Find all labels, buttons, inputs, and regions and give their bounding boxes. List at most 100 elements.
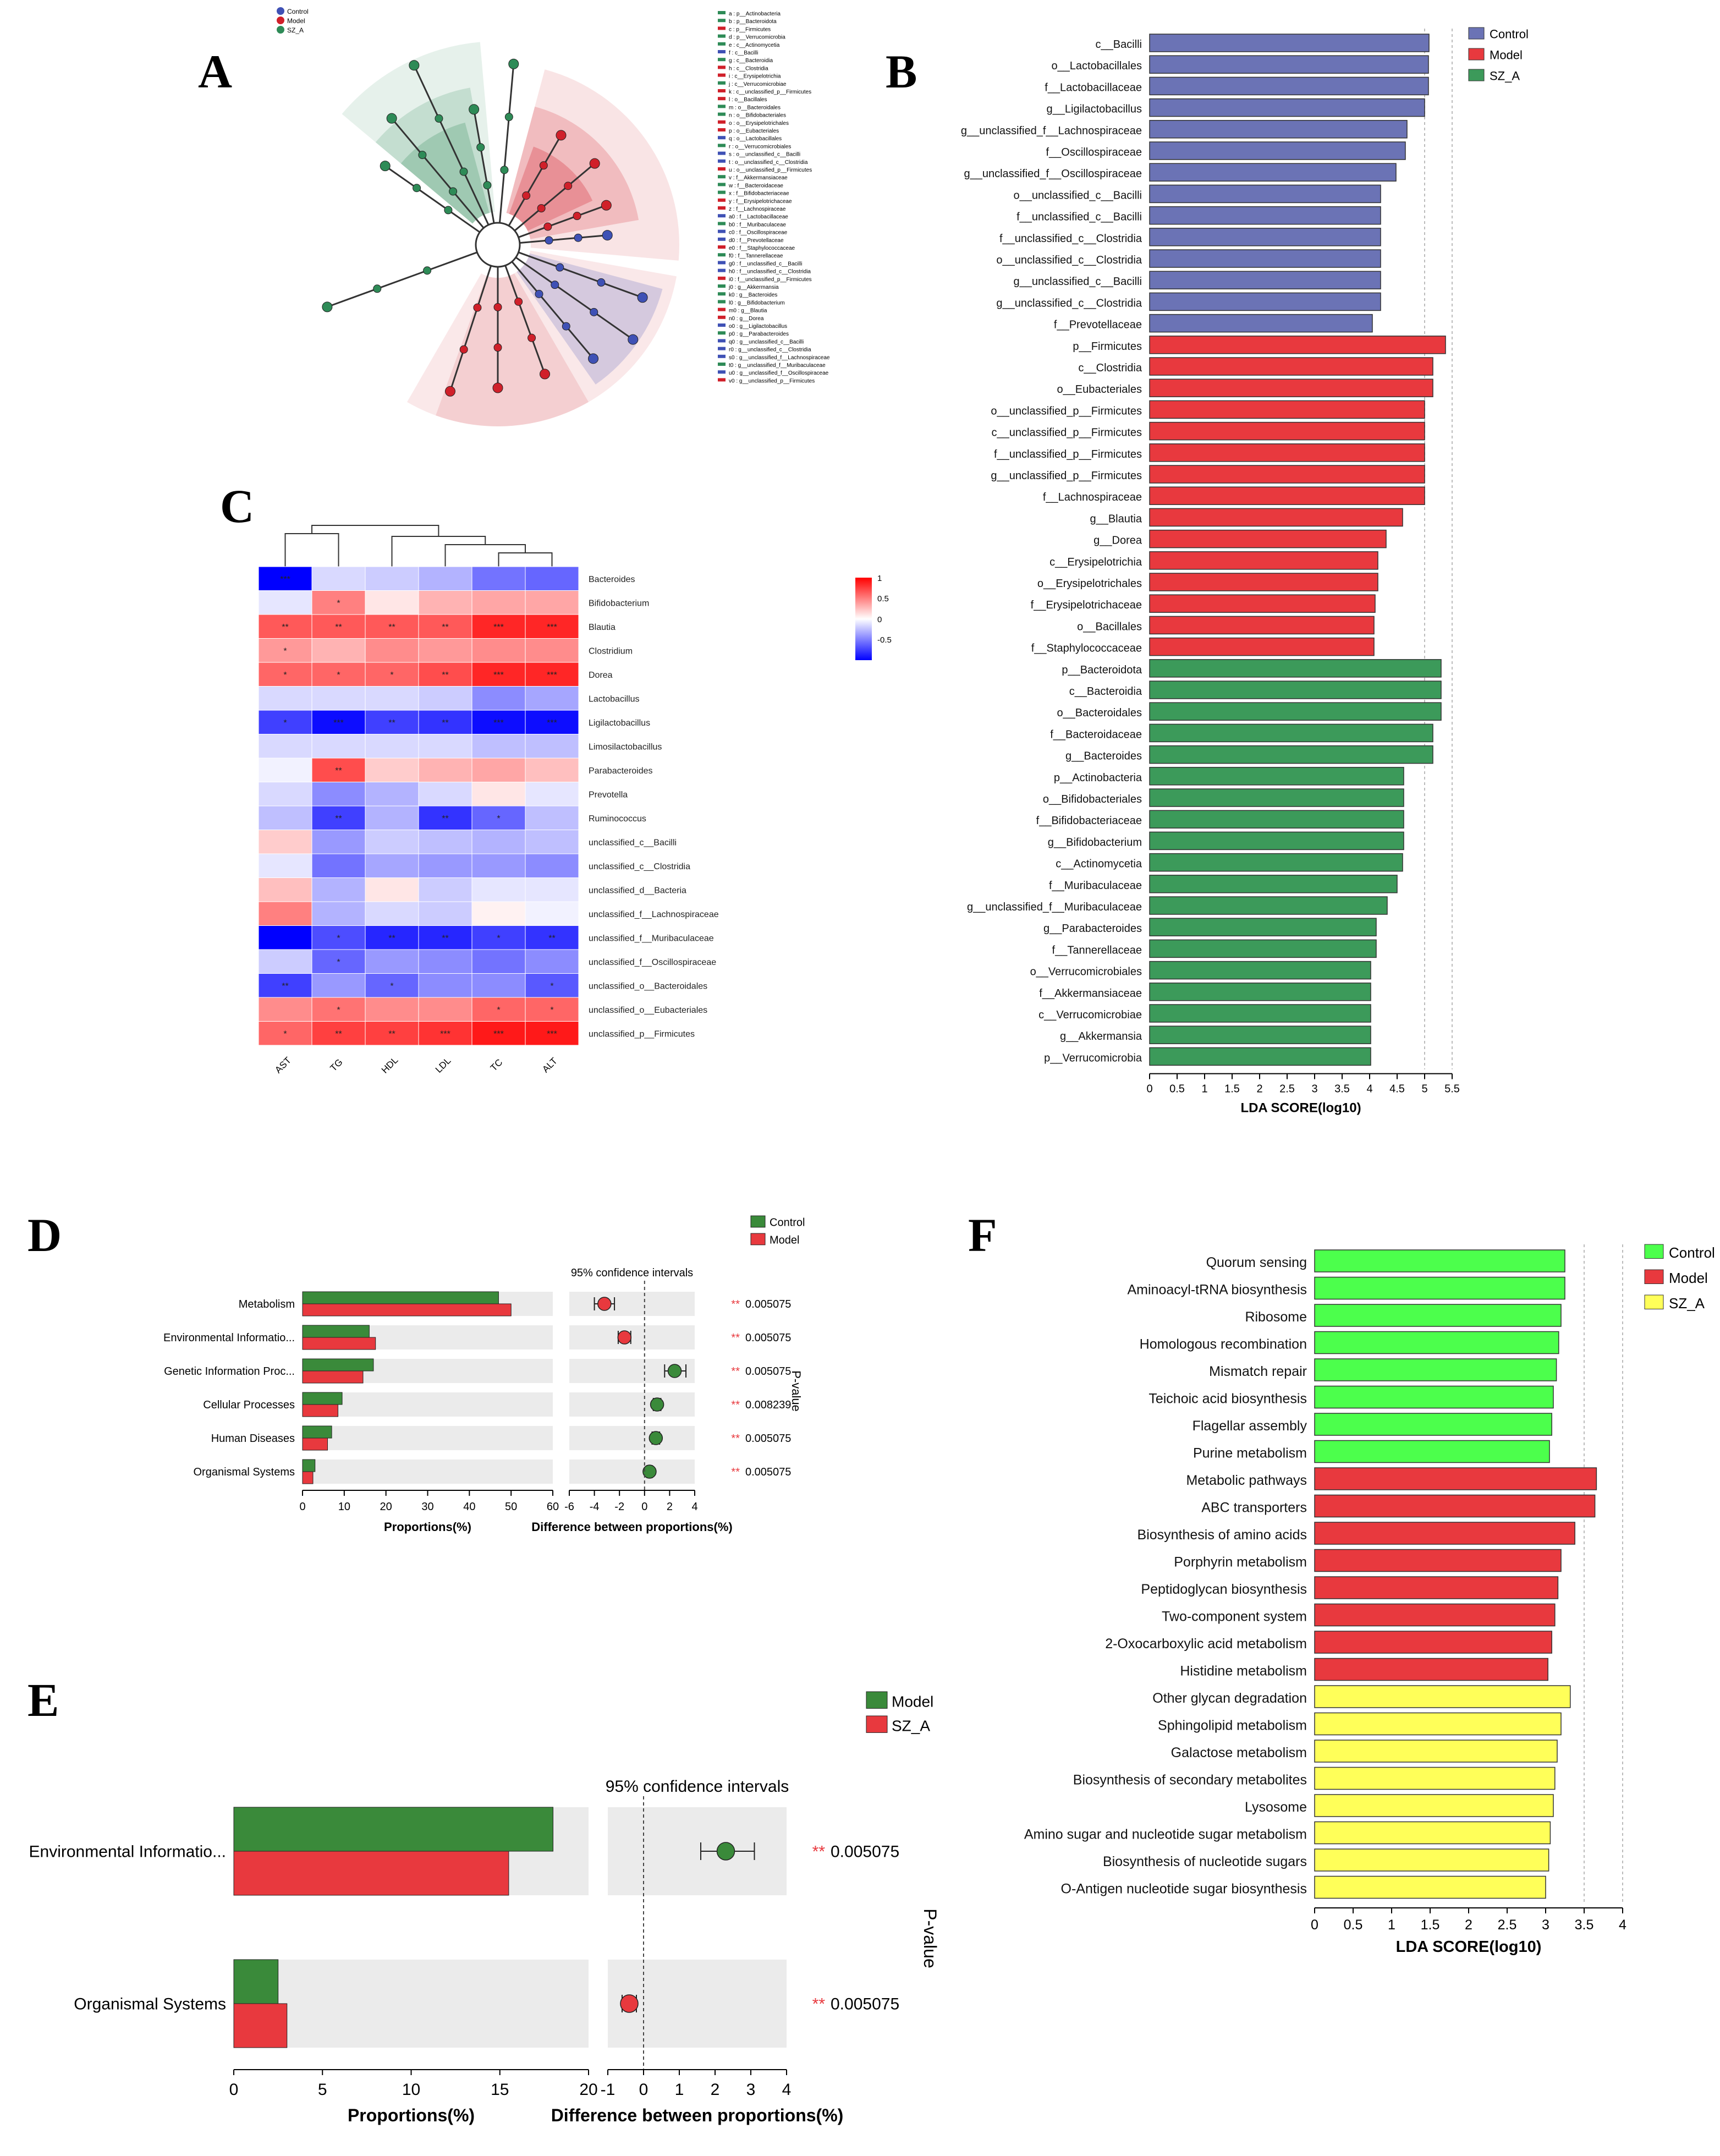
p-value-axis-title: P-value (920, 1908, 940, 1968)
heatmap-cell-blautia-ast (258, 614, 312, 639)
taxa-key-label: q0 : g__unclassified_c__Bacilli (729, 339, 804, 345)
bar-label-g-unclassified-f-oscillospiraceae: g__unclassified_f__Oscillospiraceae (964, 168, 1142, 180)
cladogram-node (444, 386, 455, 397)
taxa-key-swatch (718, 378, 726, 382)
column-label-tc: TC (488, 1057, 504, 1073)
taxa-key-label: w : f__Bacteroidaceae (728, 183, 783, 189)
x-tick-label: 0.5 (1344, 1917, 1363, 1933)
heatmap-cell-limosilactobacillus-alt (525, 734, 579, 759)
bar-label-aminoacyl-trna-biosynthesis: Aminoacyl-tRNA biosynthesis (1127, 1282, 1307, 1298)
heatmap-cell-unclassified-c-bacilli-alt (525, 830, 579, 854)
cladogram-node (522, 191, 531, 200)
bar-g-blautia (1149, 508, 1403, 527)
bar-label-c-clostridia: c__Clostridia (1078, 362, 1142, 374)
taxa-key-label: p0 : g__Parabacteroides (729, 331, 789, 337)
p-value-cellular-processes: 0.008239 (745, 1399, 791, 1411)
taxa-key-swatch (718, 175, 726, 179)
heatmap-cell-unclassified-c-clostridia-ldl (418, 853, 472, 878)
heatmap-cell-unclassified-f-oscillospiraceae-tg (311, 949, 366, 974)
cladogram-node (459, 167, 468, 176)
x-axis-title: LDA SCORE(log10) (1396, 1938, 1542, 1956)
p-value-metabolism: 0.005075 (745, 1298, 791, 1310)
bar-label-c-erysipelotrichia: c__Erysipelotrichia (1049, 556, 1142, 568)
column-label-hdl: HDL (380, 1055, 400, 1075)
significance-mark: * (497, 814, 500, 824)
bar-label-galactose-metabolism: Galactose metabolism (1171, 1745, 1307, 1760)
bar-histidine-metabolism (1314, 1658, 1548, 1681)
taxa-key-swatch (718, 222, 726, 226)
bar-other-glycan-degradation (1314, 1685, 1571, 1708)
taxa-key-label: l0 : g__Bifidobacterium (729, 300, 785, 306)
cladogram-node (322, 301, 333, 312)
heatmap-cell-ruminococcus-ast (258, 805, 312, 830)
bar-label-two-component-system: Two-component system (1162, 1609, 1307, 1625)
bar-label-g-bifidobacterium: g__Bifidobacterium (1048, 836, 1142, 848)
cladogram-node (449, 187, 458, 196)
bar-label-o-lactobacillales: o__Lactobacillales (1051, 60, 1142, 72)
taxa-key-label: z : f__Lachnospiraceae (729, 206, 786, 212)
bar-g-akkermansia (1149, 1025, 1371, 1044)
left-x-tick-label: 5 (318, 2081, 327, 2099)
cladogram-node (500, 166, 509, 174)
cladogram-branch (413, 65, 490, 226)
bar-f-unclassified-p-firmicutes (1149, 443, 1425, 462)
taxa-key-swatch (718, 370, 726, 374)
significance-mark: * (283, 718, 287, 728)
taxa-key-label: v0 : g__unclassified_p__Firmicutes (729, 378, 815, 384)
cladogram-node (628, 334, 639, 345)
p-value-human-diseases: 0.005075 (745, 1433, 791, 1445)
heatmap-cell-unclassified-f-muribaculaceae-ldl (418, 925, 472, 950)
bar-label-flagellar-assembly: Flagellar assembly (1193, 1418, 1307, 1434)
bar-f-lactobacillaceae (1149, 76, 1429, 96)
clade-highlight-sz-a (400, 122, 490, 224)
taxa-key-label: c : p__Firmicutes (729, 26, 771, 32)
heatmap-cell-unclassified-f-lachnospiraceae-ldl (418, 901, 472, 926)
panel-label-e: E (28, 1674, 59, 1726)
bar-c-unclassified-p-firmicutes (1149, 421, 1425, 441)
legend-dot-model (277, 17, 284, 24)
right-axis-title: Difference between proportions(%) (531, 1520, 732, 1534)
bar-label-f-bifidobacteriaceae: f__Bifidobacteriaceae (1036, 815, 1142, 827)
cladogram-node (409, 60, 420, 71)
heatmap-cell-unclassified-o-eubacteriales-tg (311, 997, 366, 1022)
row-label-dorea: Dorea (589, 671, 613, 680)
ci-title: 95% confidence intervals (606, 1778, 789, 1796)
bar-label-g-unclassified-c-bacilli: g__unclassified_c__Bacilli (1014, 276, 1142, 288)
significance-mark: *** (280, 575, 290, 584)
bar-label-f-unclassified-c-clostridia: f__unclassified_c__Clostridia (999, 233, 1142, 245)
cladogram-node (588, 353, 599, 364)
legend-label-model: Model (287, 17, 305, 25)
taxa-key-label: x : f__Bifidobacteriaceae (729, 191, 789, 197)
bar-label-amino-sugar-and-nucleotide-sugar-metabolism: Amino sugar and nucleotide sugar metabol… (1024, 1827, 1307, 1842)
bar-f-tannerellaceae (1149, 939, 1377, 958)
taxa-key-swatch (718, 331, 726, 335)
bar-g-bifidobacterium (1149, 831, 1404, 851)
heatmap-cell-unclassified-f-lachnospiraceae-alt (525, 901, 579, 926)
heatmap-cell-unclassified-o-eubacteriales-alt (525, 997, 579, 1022)
bar-f-staphylococcaceae (1149, 637, 1375, 656)
heatmap-cell-unclassified-f-lachnospiraceae-ast (258, 901, 312, 926)
heatmap-cell-unclassified-f-muribaculaceae-alt (525, 925, 579, 950)
cladogram-node (423, 266, 432, 275)
row-background (234, 1960, 589, 2048)
legend-swatch-control (1468, 27, 1485, 40)
heatmap-cell-prevotella-ldl (418, 782, 472, 807)
heatmap-cell-unclassified-c-bacilli-ldl (418, 830, 472, 854)
right-x-tick-label: -2 (614, 1501, 624, 1513)
taxa-key-swatch (718, 308, 726, 311)
taxa-key-label: i0 : f__unclassified_p__Firmicutes (729, 277, 812, 283)
cladogram-node (380, 161, 391, 172)
heatmap-cell-bacteroides-tc (471, 566, 526, 591)
significance-mark: * (337, 934, 340, 943)
bar-label-teichoic-acid-biosynthesis: Teichoic acid biosynthesis (1149, 1391, 1307, 1407)
heatmap-cell-blautia-tc (471, 614, 526, 639)
heatmap-cell-unclassified-o-eubacteriales-ldl (418, 997, 472, 1022)
significance-mark: ** (442, 671, 448, 680)
cladogram-branch (508, 135, 562, 227)
x-tick-label: 5 (1421, 1083, 1427, 1095)
clade-highlight-model-outer (407, 250, 677, 426)
significance-mark: *** (547, 623, 557, 632)
bar-model-human-diseases (302, 1438, 328, 1451)
cladogram-branch (518, 251, 643, 299)
row-background-diff (608, 1807, 787, 1895)
